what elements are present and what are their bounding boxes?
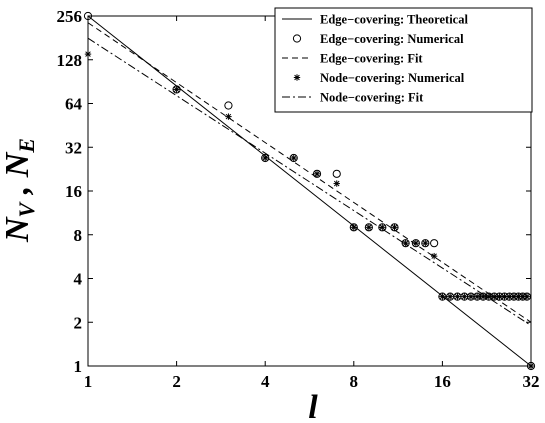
y-label-sub-v: V	[14, 200, 39, 217]
x-tick-label: 32	[523, 372, 540, 391]
edge-numerical-point	[332, 169, 341, 178]
y-label-n1: N	[0, 216, 36, 243]
edge-numerical-point	[430, 239, 439, 248]
legend-box	[274, 7, 533, 113]
edge-numerical-point	[364, 223, 373, 232]
y-tick-label: 8	[74, 226, 83, 245]
node-numerical-point	[446, 293, 454, 300]
y-tick-label: 16	[65, 182, 82, 201]
edge-numerical-point	[438, 292, 447, 301]
node-numerical-point	[173, 86, 180, 93]
edge-numerical-point	[401, 239, 410, 248]
legend-swatch-3	[293, 74, 301, 81]
node-numerical-point	[350, 224, 357, 231]
axis-ticks: 1 2 4 8 16 32 1 2 4 8 16 32 64 128 256	[57, 7, 540, 391]
legend-label-3: Node−covering: Numerical	[320, 71, 465, 85]
node-numerical-point	[473, 293, 481, 300]
edge-numerical-point	[378, 223, 387, 232]
legend: Edge−covering: Theoretical Edge−covering:…	[274, 7, 533, 113]
node-numerical-point	[439, 293, 446, 300]
y-tick-label: 64	[65, 95, 83, 114]
node-numerical-point	[290, 154, 297, 162]
edge-numerical-point	[172, 85, 181, 94]
node-numerical-point	[430, 252, 438, 260]
node-numerical-point	[225, 113, 232, 120]
edge-numerical-point	[390, 223, 399, 232]
x-tick-label: 8	[350, 372, 359, 391]
y-label-sub-e: E	[14, 138, 39, 154]
legend-label-2: Edge−covering: Fit	[320, 52, 423, 66]
y-tick-label: 4	[74, 270, 83, 289]
node-numerical-point	[519, 293, 526, 300]
node-numerical-point	[412, 239, 420, 247]
node-numerical-point	[485, 293, 492, 300]
series-line-0	[87, 15, 532, 367]
y-tick-label: 1	[74, 357, 83, 376]
legend-label-4: Node−covering: Fit	[320, 91, 424, 105]
node-numerical-point	[365, 224, 373, 231]
edge-numerical-point	[289, 153, 298, 163]
y-tick-label: 32	[65, 138, 82, 157]
edge-numerical-point	[411, 239, 420, 248]
y-label-separator: ,	[0, 177, 36, 203]
node-numerical-point	[402, 239, 409, 247]
series-line-2	[87, 22, 532, 323]
node-numerical-point	[262, 154, 269, 162]
node-numerical-point	[467, 293, 475, 300]
x-tick-label: 2	[172, 372, 181, 391]
legend-swatch-1	[292, 34, 302, 43]
edge-numerical-point	[421, 239, 430, 248]
y-axis-label: NV , NE	[0, 138, 39, 243]
y-tick-label: 2	[74, 313, 83, 332]
plot-marks	[83, 11, 536, 371]
node-numerical-point	[461, 293, 468, 300]
series-line-4	[87, 37, 532, 326]
x-tick-label: 16	[434, 372, 451, 391]
edge-numerical-point	[224, 101, 233, 110]
x-axis-label: l	[308, 389, 318, 423]
edge-numerical-point	[261, 153, 270, 163]
node-numerical-point	[333, 180, 340, 187]
y-label-n2: N	[0, 151, 36, 178]
legend-label-0: Edge−covering: Theoretical	[320, 13, 468, 27]
x-tick-label: 4	[261, 372, 270, 391]
node-numerical-point	[391, 224, 398, 231]
node-numerical-point	[523, 293, 531, 300]
node-numerical-point	[479, 293, 487, 300]
node-numerical-point	[454, 293, 461, 300]
x-tick-label: 1	[84, 372, 93, 391]
legend-label-1: Edge−covering: Numerical	[320, 32, 464, 46]
edge-numerical-point	[312, 169, 322, 178]
edge-numerical-point	[349, 223, 358, 232]
node-numerical-point	[313, 170, 321, 178]
node-numerical-point	[510, 293, 518, 300]
node-numerical-point	[422, 239, 429, 247]
y-tick-label: 128	[57, 51, 83, 70]
node-numerical-point	[379, 224, 386, 231]
y-tick-label: 256	[57, 7, 83, 26]
